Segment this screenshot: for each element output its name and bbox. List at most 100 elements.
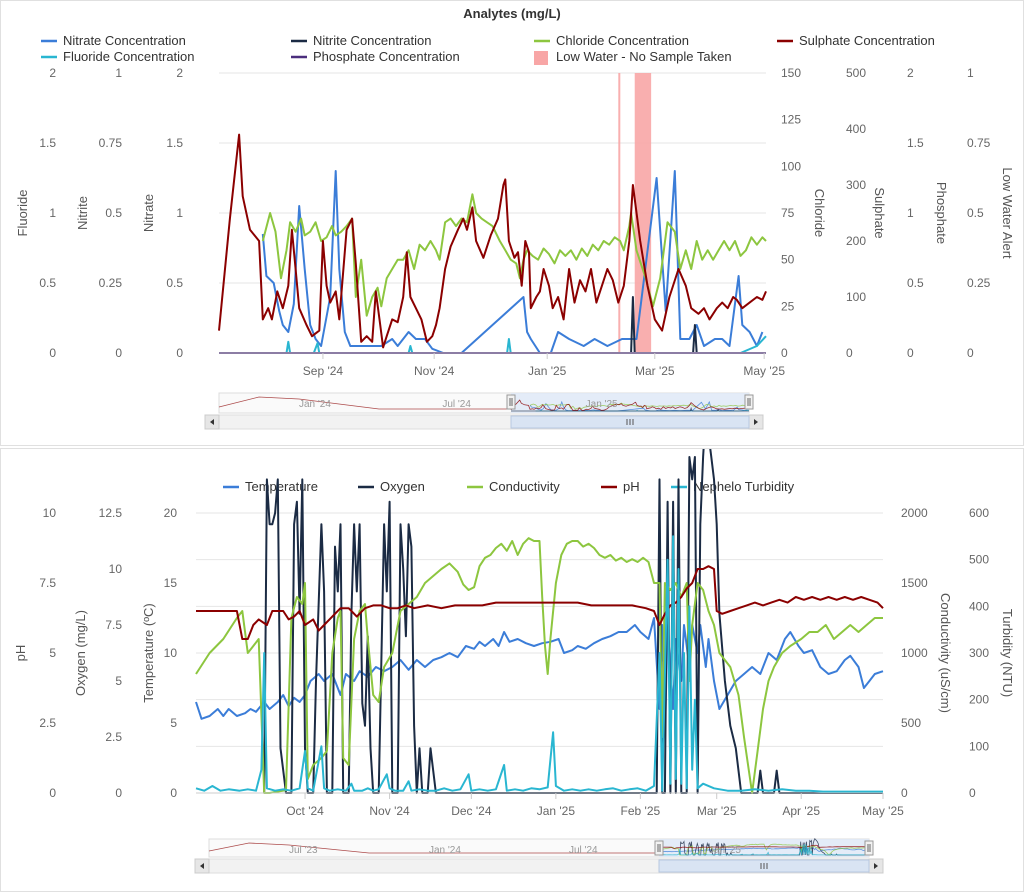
navigator-label: Jan '25 [586, 399, 618, 410]
axis-tick-label: 400 [846, 122, 866, 136]
navigator-series [511, 406, 749, 412]
axis-tick-label: 0.5 [907, 276, 924, 290]
legend-label: Fluoride Concentration [63, 49, 195, 64]
legend-item-ph[interactable]: pH [601, 479, 640, 494]
navigator-label: Jul '24 [442, 399, 471, 410]
axis-tick-label: 5 [49, 646, 56, 660]
scrollbar-right-button[interactable] [868, 858, 884, 874]
analytes-panel: Analytes (mg/L) Nitrate Concentration Nitr… [0, 0, 1024, 446]
axis-tick-label: 400 [969, 599, 989, 613]
legend-item-oxygen[interactable]: Oxygen [358, 479, 425, 494]
legend-item-sulphate-concentration[interactable]: Sulphate Concentration [777, 33, 935, 48]
axis-tick-label: 200 [846, 234, 866, 248]
legend-label: Phosphate Concentration [313, 49, 460, 64]
legend-label: Oxygen [380, 479, 425, 494]
axis-tick-label: 0.75 [99, 136, 123, 150]
series-chloride-concentration [261, 193, 767, 317]
low-water-band [618, 73, 621, 353]
legend-item-conductivity[interactable]: Conductivity [467, 479, 560, 494]
axis-tick-label: 1000 [901, 646, 928, 660]
x-tick-label: Jan '25 [528, 364, 567, 378]
scrollbar-left-button[interactable] [194, 858, 210, 874]
axis-tick-label: 1.5 [166, 136, 183, 150]
legend-item-low-water-no-sample-taken[interactable]: Low Water - No Sample Taken [534, 49, 732, 65]
axis-tick-label: 500 [846, 66, 866, 80]
axis-tick-label: 100 [846, 290, 866, 304]
axis-tick-label: 2.5 [105, 730, 122, 744]
axis-tick-label: 10 [43, 506, 57, 520]
x-tick-label: Mar '25 [635, 364, 675, 378]
axis-title: Nitrate [141, 194, 156, 232]
series-temperature [195, 617, 884, 738]
axis-tick-label: 5 [115, 674, 122, 688]
navigator-label: Jul '23 [289, 845, 318, 856]
axis-tick-label: 2.5 [39, 716, 56, 730]
scrollbar-thumb[interactable] [658, 859, 870, 873]
axis-title: Sulphate [872, 187, 887, 238]
axis-title: Chloride [812, 189, 827, 237]
axis-tick-label: 1 [115, 66, 122, 80]
legend-item-temperature[interactable]: Temperature [223, 479, 318, 494]
navigator-label: Jan '24 [429, 845, 461, 856]
axis-tick-label: 20 [164, 506, 178, 520]
x-tick-label: Nov '24 [414, 364, 455, 378]
axis-tick-label: 0 [967, 346, 974, 360]
axis-tick-label: 0.75 [967, 136, 991, 150]
axis-tick-label: 5 [170, 716, 177, 730]
axis-tick-label: 0 [907, 346, 914, 360]
scrollbar-thumb[interactable] [510, 415, 750, 429]
x-tick-label: Dec '24 [451, 804, 492, 818]
axis-tick-label: 500 [969, 553, 989, 567]
axis-tick-label: 2 [49, 66, 56, 80]
series-conductivity [195, 537, 883, 794]
legend-label: Temperature [245, 479, 318, 494]
legend-item-chloride-concentration[interactable]: Chloride Concentration [534, 33, 689, 48]
chevron-left-icon [210, 419, 214, 425]
axis-tick-label: 12.5 [99, 506, 123, 520]
axis-title: Turbidity (NTU) [1000, 609, 1015, 697]
series-nitrate-concentration [261, 170, 764, 354]
navigator-label: Jul '24 [569, 845, 598, 856]
navigator-selection[interactable] [659, 839, 869, 857]
axis-tick-label: 0 [969, 786, 976, 800]
axis-tick-label: 0.5 [166, 276, 183, 290]
legend-item-phosphate-concentration[interactable]: Phosphate Concentration [291, 49, 460, 64]
series-nephelo-turbidity [195, 535, 883, 793]
navigator-handle-right[interactable] [744, 394, 754, 410]
legend-label: Sulphate Concentration [799, 33, 935, 48]
environment-chart: EnvironmentTemperatureOxygenConductivity… [13, 449, 1015, 874]
navigator-handle-left[interactable] [506, 394, 516, 410]
axis-tick-label: 0.5 [105, 206, 122, 220]
legend-item-nitrate-concentration[interactable]: Nitrate Concentration [41, 33, 186, 48]
scrollbar-left-button[interactable] [204, 414, 220, 430]
axis-tick-label: 0 [846, 346, 853, 360]
axis-tick-label: 0 [176, 346, 183, 360]
navigator-handle-right[interactable] [864, 840, 874, 856]
axis-tick-label: 10 [164, 646, 178, 660]
axis-title: Nitrite [75, 196, 90, 230]
legend-item-fluoride-concentration[interactable]: Fluoride Concentration [41, 49, 195, 64]
navigator-handle-left[interactable] [654, 840, 664, 856]
navigator-label: Jan '25 [709, 845, 741, 856]
legend-item-nitrite-concentration[interactable]: Nitrite Concentration [291, 33, 432, 48]
axis-tick-label: 10 [109, 562, 123, 576]
axis-tick-label: 7.5 [39, 576, 56, 590]
x-tick-label: Apr '25 [782, 804, 820, 818]
scrollbar-right-button[interactable] [748, 414, 764, 430]
navigator-label: Jan '24 [299, 399, 331, 410]
handle-box [864, 840, 874, 856]
axis-title: Fluoride [15, 190, 30, 237]
navigator-series [529, 402, 750, 410]
axis-tick-label: 50 [781, 253, 795, 267]
x-tick-label: Sep '24 [303, 364, 344, 378]
axis-tick-label: 7.5 [105, 618, 122, 632]
navigator-series [658, 843, 869, 856]
axis-tick-label: 15 [164, 576, 178, 590]
environment-panel: EnvironmentTemperatureOxygenConductivity… [0, 448, 1024, 892]
axis-tick-label: 100 [781, 159, 801, 173]
x-tick-label: Jan '25 [537, 804, 576, 818]
axis-tick-label: 500 [901, 716, 921, 730]
axis-tick-label: 0.25 [99, 276, 123, 290]
axis-tick-label: 1 [49, 206, 56, 220]
legend-swatch-low-water-no-sample-taken [534, 51, 548, 65]
